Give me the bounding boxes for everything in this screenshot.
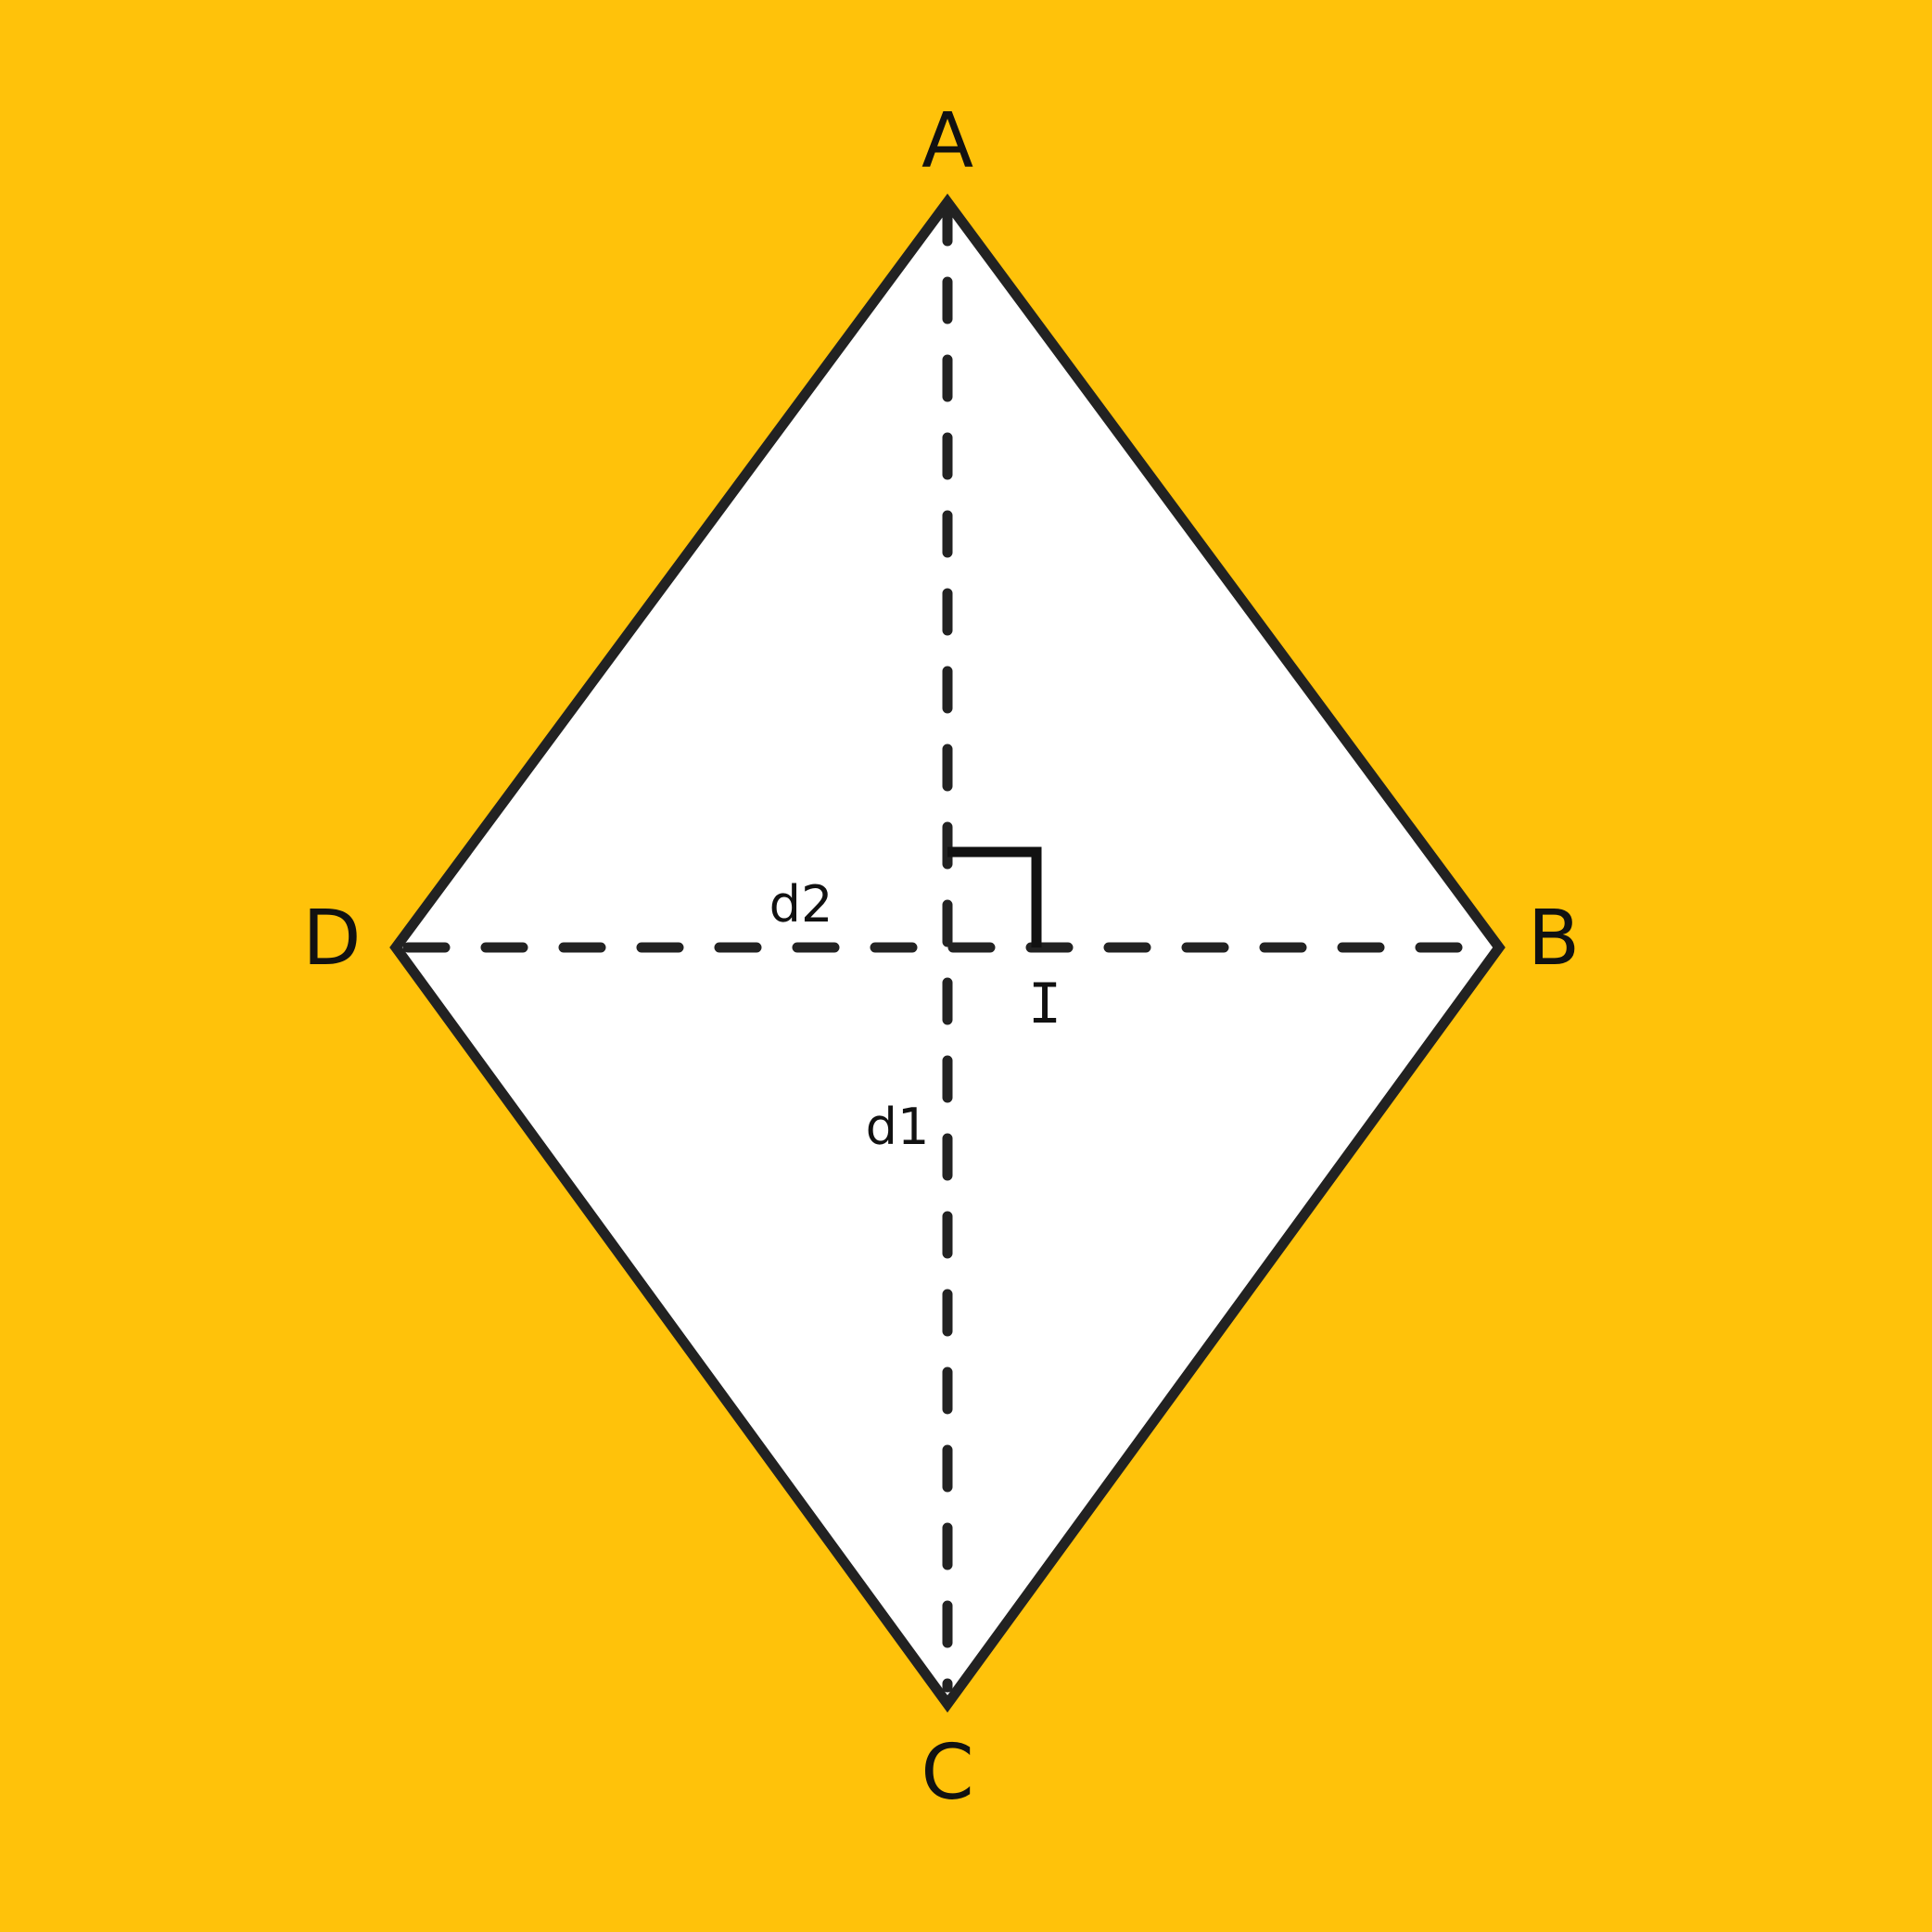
vertex-label-d: D	[302, 895, 361, 983]
rhombus-shape	[389, 193, 1506, 1713]
right-angle-marker	[947, 846, 1042, 947]
center-point-label: I	[1028, 972, 1061, 1036]
diagonal-d2-label: d2	[769, 875, 833, 934]
vertex-label-a: A	[922, 97, 973, 185]
diagonal-d1-label: d1	[866, 1098, 930, 1156]
vertex-label-c: C	[921, 1729, 973, 1817]
vertex-label-b: B	[1528, 895, 1580, 983]
